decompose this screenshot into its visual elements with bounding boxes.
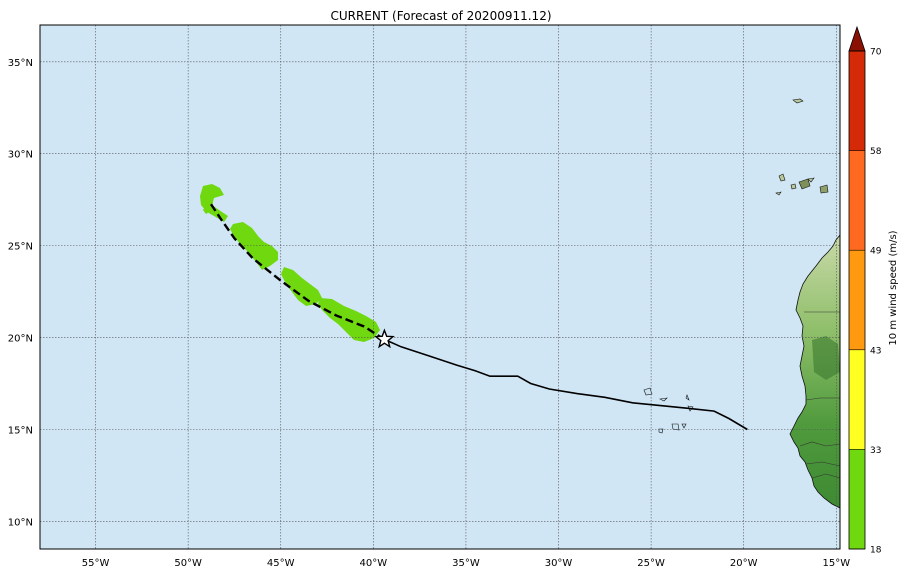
- cape-verde-island: [681, 423, 687, 429]
- canary-island: [778, 173, 786, 182]
- colorbar-tick-label: 49: [870, 247, 882, 257]
- cape-verde-island: [659, 397, 668, 402]
- border-line: [799, 441, 840, 447]
- lon-tick-label: 15°W: [822, 558, 850, 569]
- lat-tick-label: 25°N: [8, 242, 33, 253]
- cape-verde-island: [685, 394, 690, 401]
- border-line: [805, 461, 840, 467]
- colorbar-segment: [849, 51, 865, 151]
- map-frame: [39, 24, 841, 550]
- cape-verde-island: [658, 428, 664, 434]
- lat-tick-label: 35°N: [8, 58, 33, 69]
- canary-island: [790, 183, 797, 190]
- past-track-line: [384, 338, 748, 431]
- canary-island: [807, 177, 815, 183]
- colorbar-segment: [849, 150, 865, 251]
- africa-coast-land: [789, 234, 840, 509]
- colorbar-tick-label: 58: [870, 147, 882, 157]
- border-line: [805, 397, 840, 401]
- colorbar-tick-label: 70: [870, 48, 882, 58]
- lat-tick-label: 20°N: [8, 334, 33, 345]
- border-line: [811, 473, 840, 479]
- lon-tick-label: 40°W: [360, 558, 388, 569]
- wind-swath-blob: [230, 222, 278, 270]
- map-panel: [40, 25, 840, 549]
- canary-island: [819, 184, 829, 194]
- colorbar-tick-label: 18: [870, 546, 882, 556]
- colorbar-segment: [849, 449, 865, 549]
- colorbar: 18 33 43 49 58 70: [848, 25, 882, 556]
- colorbar-label: 10 m wind speed (m/s): [888, 230, 899, 345]
- colorbar-extend-arrow: [848, 25, 866, 52]
- colorbar-tick-label: 43: [870, 346, 881, 356]
- lat-tick-label: 30°N: [8, 150, 33, 161]
- lon-tick-label: 25°W: [637, 558, 665, 569]
- colorbar-tick-label: 33: [870, 446, 881, 456]
- cape-verde-island: [643, 387, 653, 396]
- ocean-background: [40, 25, 840, 549]
- lon-tick-label: 35°W: [452, 558, 480, 569]
- africa-dark-forest-patch: [812, 336, 840, 380]
- graticule: [40, 25, 840, 549]
- lon-tick-label: 45°W: [267, 558, 295, 569]
- lat-tick-label: 10°N: [8, 517, 33, 528]
- canary-island: [798, 178, 811, 190]
- cape-verde-island: [671, 423, 680, 431]
- colorbar-segment: [849, 349, 865, 450]
- wind-swath-blob: [203, 201, 213, 214]
- figure-title: CURRENT (Forecast of 20200911.12): [330, 9, 551, 23]
- wind-swath-blob: [200, 184, 228, 222]
- colorbar-segment: [849, 250, 865, 350]
- storm-tracks: [209, 202, 748, 431]
- lon-tick-label: 55°W: [82, 558, 110, 569]
- lat-tick-label: 15°N: [8, 425, 33, 436]
- madeira-island: [792, 98, 804, 104]
- lat-tick-labels: 10°N 15°N 20°N 25°N 30°N 35°N: [8, 58, 33, 529]
- lon-tick-labels: 55°W 50°W 45°W 40°W 35°W 30°W 25°W 20°W 15°W: [82, 558, 850, 569]
- forecast-track-line: [209, 202, 386, 341]
- islands: [643, 98, 829, 434]
- lon-tick-label: 50°W: [174, 558, 202, 569]
- lon-tick-label: 20°W: [730, 558, 758, 569]
- lon-tick-label: 30°W: [545, 558, 573, 569]
- wind-swath-blob: [281, 267, 322, 306]
- current-position-star-icon: [374, 328, 395, 349]
- canary-island: [775, 191, 782, 196]
